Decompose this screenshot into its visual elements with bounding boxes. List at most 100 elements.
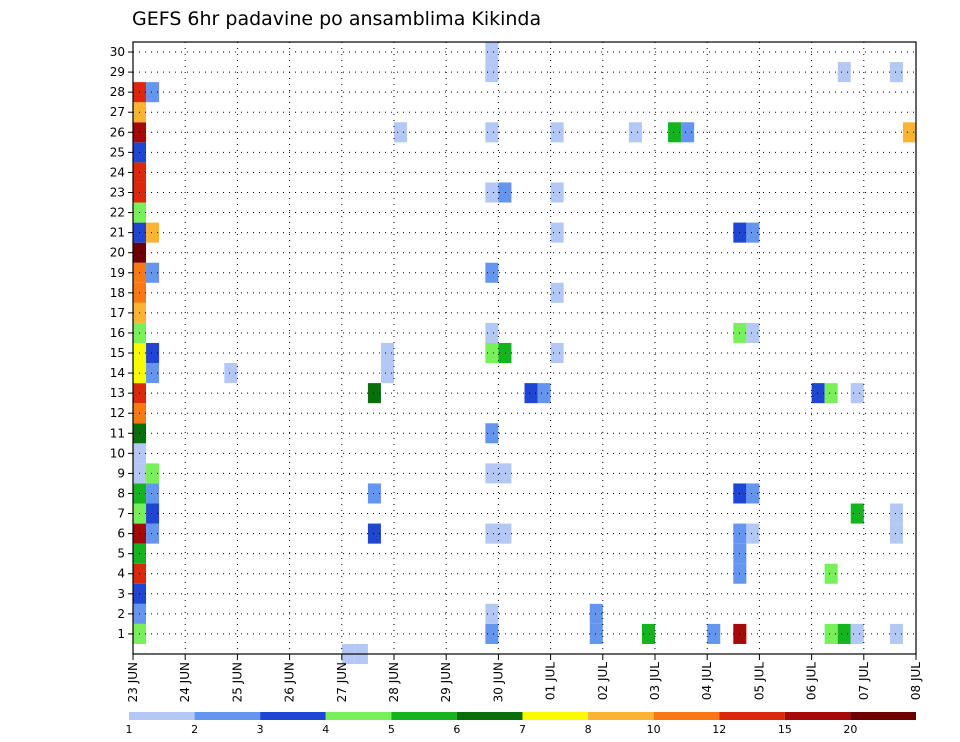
heat-cell bbox=[367, 383, 381, 404]
heat-cell bbox=[550, 282, 564, 303]
grid-layer bbox=[133, 42, 916, 654]
heat-cell bbox=[589, 623, 603, 644]
heat-cell bbox=[746, 523, 760, 544]
colorbar-label: 4 bbox=[322, 723, 329, 736]
heat-cell bbox=[146, 503, 160, 524]
y-tick-label: 19 bbox=[110, 266, 125, 280]
heat-cell bbox=[380, 342, 394, 364]
colorbar-swatch bbox=[522, 712, 589, 720]
heat-cell bbox=[537, 383, 551, 404]
heat-cell bbox=[889, 523, 903, 544]
heat-cell bbox=[485, 62, 499, 83]
x-tick-label: 01 JUL bbox=[544, 662, 558, 700]
heat-cell bbox=[485, 262, 499, 283]
heat-cell bbox=[146, 82, 160, 103]
heat-cell bbox=[850, 383, 864, 404]
heat-cell bbox=[485, 182, 499, 203]
colorbar-swatch bbox=[850, 712, 916, 720]
x-tick-label: 30 JUN bbox=[491, 662, 505, 702]
heat-cell bbox=[146, 483, 160, 504]
y-tick-label: 28 bbox=[110, 85, 125, 99]
x-tick-label: 04 JUL bbox=[700, 662, 714, 700]
heat-cell bbox=[837, 623, 851, 644]
colorbar-label: 10 bbox=[647, 723, 661, 736]
heat-cell bbox=[224, 363, 238, 384]
heat-cell bbox=[498, 182, 512, 203]
x-tick-label: 24 JUN bbox=[178, 662, 192, 702]
y-tick-label: 2 bbox=[117, 607, 125, 621]
heat-cell bbox=[681, 122, 695, 143]
x-tick-label: 25 JUN bbox=[230, 662, 244, 702]
y-tick-label: 8 bbox=[117, 486, 125, 500]
colorbar-swatch bbox=[260, 712, 326, 720]
heat-cell bbox=[146, 463, 160, 484]
heat-cell bbox=[146, 363, 160, 384]
heat-cell bbox=[146, 342, 160, 364]
y-tick-label: 6 bbox=[117, 527, 125, 541]
colorbar-swatch bbox=[784, 712, 851, 720]
y-tick-label: 21 bbox=[110, 226, 125, 240]
heat-cell bbox=[824, 383, 838, 404]
heat-cell bbox=[550, 182, 564, 203]
chart-title: GEFS 6hr padavine po ansamblima Kikinda bbox=[132, 8, 541, 30]
x-tick-label: 08 JUL bbox=[909, 662, 923, 700]
y-tick-label: 11 bbox=[110, 426, 125, 440]
x-tick-label: 07 JUL bbox=[857, 662, 871, 700]
heat-cell bbox=[641, 623, 655, 644]
heat-cell bbox=[746, 322, 760, 343]
colorbar-swatch bbox=[194, 712, 261, 720]
y-tick-label: 5 bbox=[117, 547, 125, 561]
heat-cell bbox=[485, 463, 499, 484]
y-tick-label: 4 bbox=[117, 567, 125, 581]
colorbar-label: 12 bbox=[712, 723, 726, 736]
heat-cell bbox=[824, 623, 838, 644]
heat-cell bbox=[394, 122, 408, 143]
heat-cell bbox=[850, 623, 864, 644]
x-tick-label: 26 JUN bbox=[283, 662, 297, 702]
heat-cell bbox=[889, 503, 903, 524]
y-tick-label: 12 bbox=[110, 406, 125, 420]
heat-cell bbox=[498, 342, 512, 364]
y-tick-label: 9 bbox=[117, 466, 125, 480]
colorbar-label: 6 bbox=[453, 723, 460, 736]
x-tick-label: 03 JUL bbox=[648, 662, 662, 700]
heat-cell bbox=[668, 122, 682, 143]
heat-cell bbox=[707, 623, 721, 644]
heat-cell bbox=[889, 62, 903, 83]
heat-cell bbox=[850, 503, 864, 524]
colorbar-label: 7 bbox=[519, 723, 526, 736]
y-tick-label: 24 bbox=[110, 165, 125, 179]
heat-cell bbox=[550, 222, 564, 243]
heat-cell bbox=[485, 523, 499, 544]
axes-layer: 1234567891011121314151617181920212223242… bbox=[110, 41, 923, 702]
y-tick-label: 7 bbox=[117, 507, 125, 521]
colorbar-label: 5 bbox=[388, 723, 395, 736]
heat-cell bbox=[902, 122, 916, 143]
heat-cell bbox=[550, 342, 564, 364]
heat-cell bbox=[746, 483, 760, 504]
y-tick-label: 13 bbox=[110, 386, 125, 400]
heat-cell bbox=[485, 423, 499, 444]
heat-cell bbox=[628, 122, 642, 143]
heat-cell bbox=[589, 603, 603, 624]
colorbar-label: 3 bbox=[257, 723, 264, 736]
x-tick-label: 29 JUN bbox=[439, 662, 453, 702]
heat-cell bbox=[485, 322, 499, 343]
colorbar-label: 15 bbox=[778, 723, 792, 736]
cells-layer bbox=[133, 42, 916, 665]
heat-cell bbox=[146, 262, 160, 283]
x-tick-label: 23 JUN bbox=[126, 662, 140, 702]
y-tick-label: 27 bbox=[110, 105, 125, 119]
heat-cell bbox=[367, 483, 381, 504]
colorbar: 1 2 3 4 5 6 7 8 10 12 15 20 bbox=[126, 712, 916, 736]
colorbar-swatch bbox=[456, 712, 523, 720]
x-tick-label: 05 JUL bbox=[752, 662, 766, 700]
heat-cell bbox=[485, 603, 499, 624]
heat-cell bbox=[498, 463, 512, 484]
colorbar-swatch bbox=[719, 712, 785, 720]
heat-cell bbox=[550, 122, 564, 143]
heat-cell bbox=[146, 523, 160, 544]
colorbar-label: 1 bbox=[126, 723, 133, 736]
heat-cell bbox=[889, 623, 903, 644]
